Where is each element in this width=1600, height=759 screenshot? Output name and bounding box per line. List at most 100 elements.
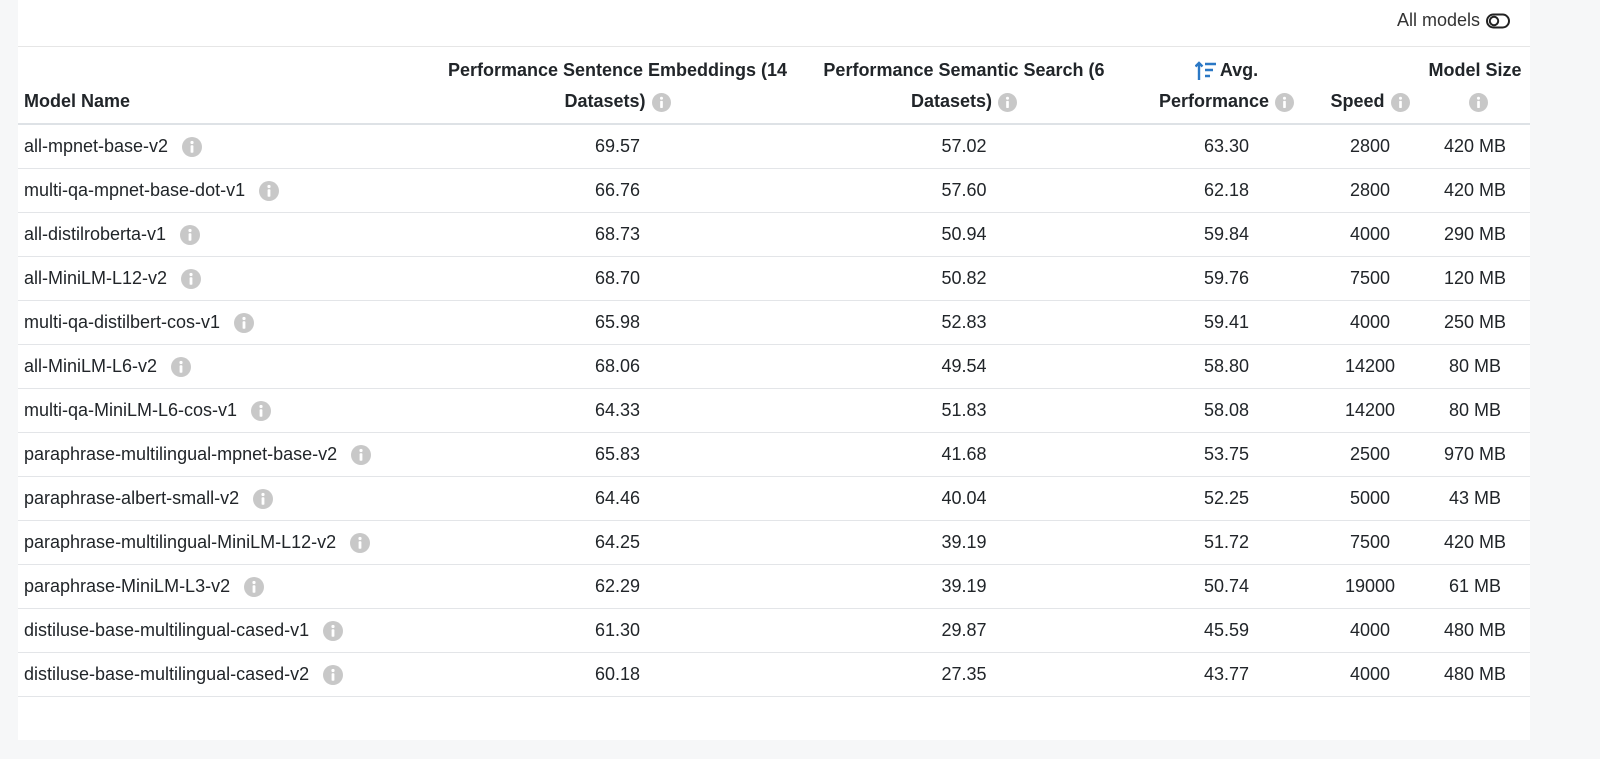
cell-value: 57.60: [941, 180, 987, 200]
value-cell: 45.59: [1133, 608, 1320, 653]
cell-value: 4000: [1349, 224, 1391, 244]
model-name-cell: multi-qa-MiniLM-L6-cos-v1: [18, 388, 440, 433]
cell-value: 19000: [1344, 576, 1396, 596]
value-cell: 59.41: [1133, 300, 1320, 345]
value-cell: 62.29: [440, 564, 795, 609]
table-row: distiluse-base-multilingual-cased-v2 60.1…: [18, 652, 1530, 697]
value-cell: 80 MB: [1420, 344, 1530, 389]
info-icon[interactable]: [180, 225, 201, 246]
info-icon[interactable]: [998, 92, 1018, 112]
value-cell: 64.25: [440, 520, 795, 565]
model-name: all-MiniLM-L6-v2: [24, 355, 158, 376]
column-header[interactable]: Performance Semantic Search (6 Datasets): [795, 46, 1133, 125]
model-name: all-distilroberta-v1: [24, 223, 167, 244]
column-header[interactable]: Avg. Performance: [1133, 46, 1320, 125]
info-icon[interactable]: [244, 577, 265, 598]
cell-value: 68.73: [594, 224, 641, 244]
all-models-toggle[interactable]: All models: [1397, 10, 1510, 31]
info-icon[interactable]: [182, 137, 203, 158]
value-cell: 43 MB: [1420, 476, 1530, 521]
value-cell: 420 MB: [1420, 124, 1530, 169]
column-header[interactable]: Model Size: [1420, 46, 1530, 125]
value-cell: 970 MB: [1420, 432, 1530, 477]
model-name-cell: all-MiniLM-L6-v2: [18, 344, 440, 389]
cell-value: 59.76: [1203, 268, 1250, 288]
info-icon[interactable]: [323, 621, 344, 642]
models-table: Model Name Performance Sentence Embedding…: [18, 46, 1530, 697]
value-cell: 62.18: [1133, 168, 1320, 213]
info-icon[interactable]: [651, 92, 671, 112]
value-cell: 63.30: [1133, 124, 1320, 169]
value-cell: 50.82: [795, 256, 1133, 301]
info-icon[interactable]: [1468, 92, 1488, 112]
info-icon[interactable]: [181, 269, 202, 290]
cell-value: 49.54: [941, 356, 987, 376]
cell-value: 420 MB: [1443, 136, 1507, 156]
value-cell: 43.77: [1133, 652, 1320, 697]
cell-value: 53.75: [1203, 444, 1250, 464]
cell-value: 27.35: [941, 664, 987, 684]
value-cell: 51.83: [795, 388, 1133, 433]
info-icon[interactable]: [351, 445, 372, 466]
column-header[interactable]: Speed: [1320, 46, 1420, 125]
info-icon[interactable]: [259, 181, 280, 202]
cell-value: 120 MB: [1443, 268, 1507, 288]
cell-value: 2500: [1349, 444, 1391, 464]
info-icon[interactable]: [350, 533, 371, 554]
model-name-cell: all-MiniLM-L12-v2: [18, 256, 440, 301]
value-cell: 4000: [1320, 608, 1420, 653]
model-name-cell: paraphrase-multilingual-mpnet-base-v2: [18, 432, 440, 477]
value-cell: 64.33: [440, 388, 795, 433]
info-icon[interactable]: [1390, 92, 1410, 112]
info-icon[interactable]: [253, 489, 274, 510]
table-row: paraphrase-MiniLM-L3-v2 62.29 39.19 50.74 19…: [18, 564, 1530, 609]
value-cell: 50.94: [795, 212, 1133, 257]
value-cell: 69.57: [440, 124, 795, 169]
cell-value: 4000: [1349, 312, 1391, 332]
header-text: Model Size: [1428, 60, 1522, 80]
cell-value: 50.82: [941, 268, 987, 288]
info-icon[interactable]: [171, 357, 192, 378]
cell-value: 41.68: [941, 444, 987, 464]
info-icon[interactable]: [234, 313, 255, 334]
info-icon[interactable]: [251, 401, 272, 422]
table-row: paraphrase-multilingual-mpnet-base-v2 65.…: [18, 432, 1530, 477]
value-cell: 64.46: [440, 476, 795, 521]
value-cell: 59.84: [1133, 212, 1320, 257]
model-name-cell: paraphrase-multilingual-MiniLM-L12-v2: [18, 520, 440, 565]
column-header[interactable]: Performance Sentence Embeddings (14 Data…: [440, 46, 795, 125]
header-text: Model Name: [24, 91, 131, 111]
cell-value: 39.19: [941, 532, 987, 552]
value-cell: 2800: [1320, 168, 1420, 213]
table-row: all-distilroberta-v1 68.73 50.94 59.84 4000 2…: [18, 212, 1530, 257]
value-cell: 68.73: [440, 212, 795, 257]
model-name-cell: all-distilroberta-v1: [18, 212, 440, 257]
cell-value: 59.84: [1203, 224, 1250, 244]
model-name: paraphrase-multilingual-mpnet-base-v2: [24, 443, 338, 464]
table-row: all-MiniLM-L12-v2 68.70 50.82 59.76 7500 120 …: [18, 256, 1530, 301]
model-name: all-mpnet-base-v2: [24, 135, 169, 156]
cell-value: 64.25: [594, 532, 641, 552]
cell-value: 66.76: [594, 180, 641, 200]
value-cell: 39.19: [795, 520, 1133, 565]
value-cell: 4000: [1320, 300, 1420, 345]
value-cell: 65.98: [440, 300, 795, 345]
value-cell: 52.83: [795, 300, 1133, 345]
info-icon[interactable]: [1275, 92, 1295, 112]
toggle-label: All models: [1396, 10, 1480, 30]
value-cell: 250 MB: [1420, 300, 1530, 345]
model-name: distiluse-base-multilingual-cased-v2: [24, 663, 310, 684]
table-row: paraphrase-albert-small-v2 64.46 40.04 52.2…: [18, 476, 1530, 521]
model-name: paraphrase-multilingual-MiniLM-L12-v2: [24, 531, 337, 552]
value-cell: 53.75: [1133, 432, 1320, 477]
info-icon[interactable]: [323, 665, 344, 686]
value-cell: 52.25: [1133, 476, 1320, 521]
value-cell: 7500: [1320, 520, 1420, 565]
value-cell: 80 MB: [1420, 388, 1530, 433]
value-cell: 2500: [1320, 432, 1420, 477]
value-cell: 51.72: [1133, 520, 1320, 565]
model-name-cell: multi-qa-distilbert-cos-v1: [18, 300, 440, 345]
value-cell: 41.68: [795, 432, 1133, 477]
cell-value: 290 MB: [1443, 224, 1507, 244]
